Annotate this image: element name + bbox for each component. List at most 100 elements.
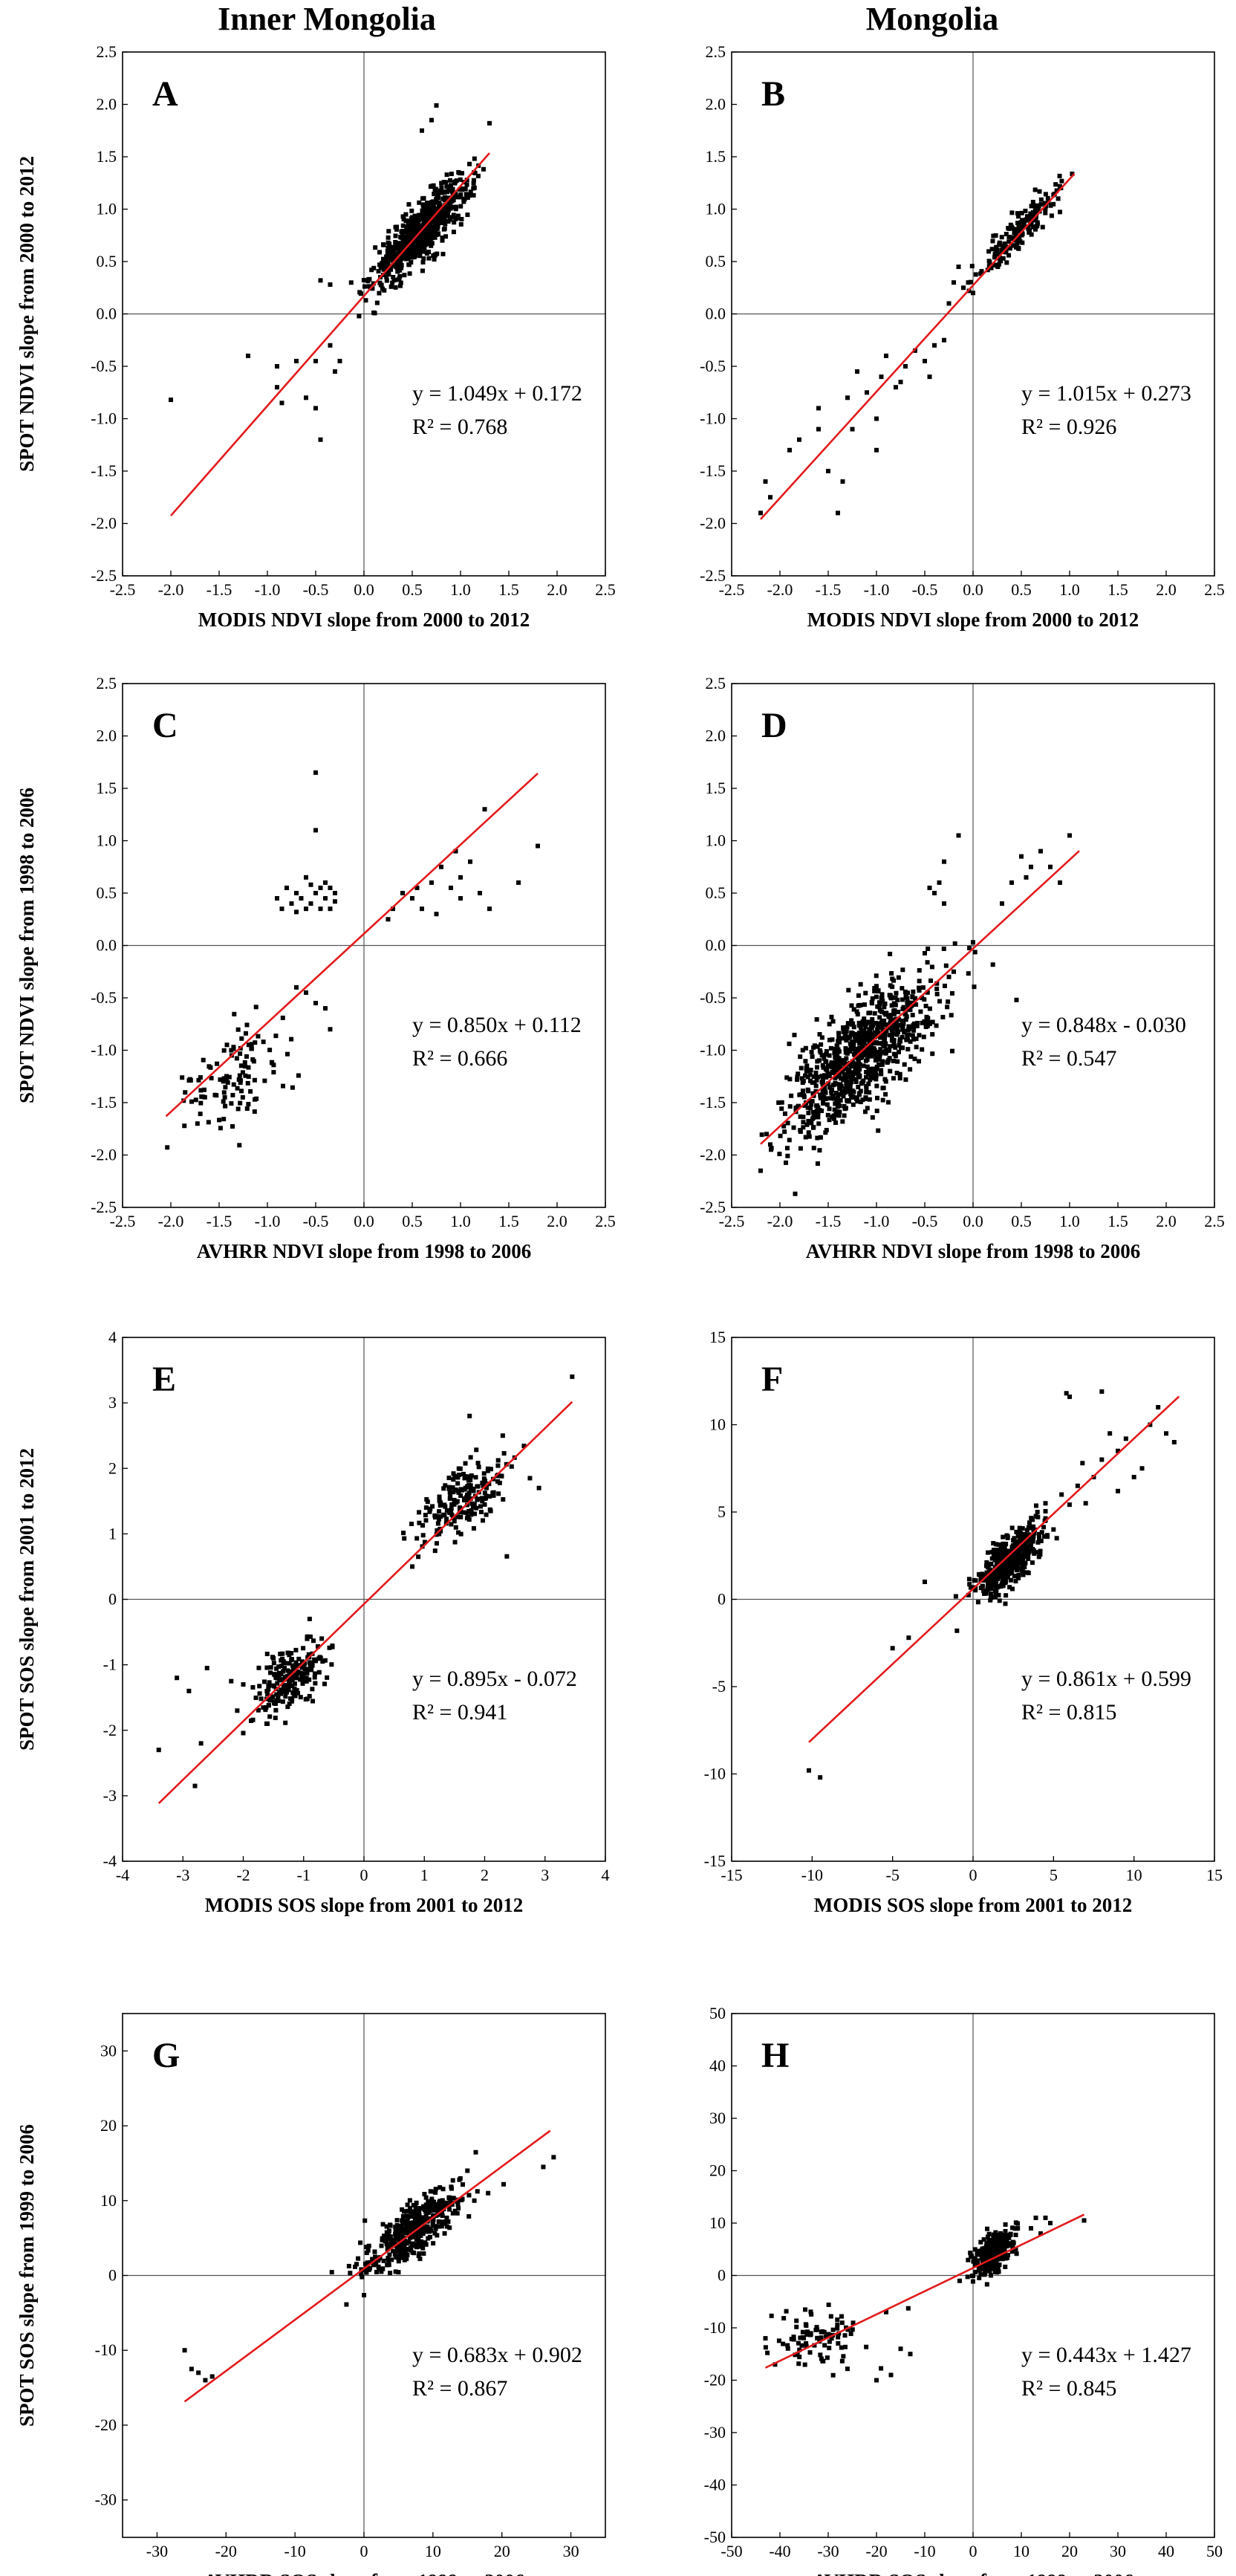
x-tick-label: -2.5 [719,580,745,599]
data-point [390,2239,395,2244]
data-point [840,1119,845,1124]
data-point [1057,210,1062,215]
data-point [966,280,971,285]
data-point [891,1038,897,1043]
data-point [888,995,894,1000]
y-tick-label: 1.0 [706,831,726,850]
data-point [1017,234,1022,239]
data-point [432,2207,437,2213]
y-tick-label: -0.5 [91,357,117,375]
data-point [908,1008,913,1013]
data-point [803,1073,808,1078]
data-point [862,1109,868,1115]
y-axis-label: SPOT SOS slope from 2001 to 2012 [16,1448,38,1751]
x-tick-label: 1.5 [1107,580,1128,599]
data-point [1015,1568,1020,1573]
data-point [455,2210,460,2216]
data-point [423,210,428,215]
data-point [1014,1549,1019,1554]
data-point [863,1025,868,1030]
data-point [900,986,905,991]
data-point [365,2248,371,2253]
data-point [327,1645,332,1650]
data-point [991,2234,996,2239]
data-point [845,1074,850,1080]
data-point [198,1075,203,1080]
data-point [989,2250,994,2255]
data-point [1116,1448,1120,1453]
data-point [402,2238,407,2243]
data-point [1029,2226,1033,2231]
data-point [804,1065,809,1071]
data-point [819,2356,824,2361]
data-point [294,1672,299,1677]
data-point [894,990,899,996]
data-point [1031,1528,1036,1533]
data-point [839,1057,845,1062]
data-point [279,1687,284,1693]
data-point [395,269,400,274]
data-point [516,880,521,885]
data-point [973,1578,978,1583]
data-point [235,1106,241,1112]
data-point [289,1669,294,1674]
data-point [842,1106,848,1111]
data-point [386,2259,391,2265]
y-tick-label: 0 [718,1590,726,1609]
data-point [834,1109,839,1115]
data-point [802,2362,807,2367]
data-point [437,213,442,218]
data-point [277,1673,282,1678]
data-point [484,1485,489,1490]
data-point [348,2271,353,2276]
data-point [833,1091,839,1096]
data-point [826,469,830,473]
data-point [252,1077,257,1083]
data-point [398,2244,403,2249]
x-tick-label: -20 [865,2542,887,2560]
data-point [426,223,431,228]
data-point [841,1025,846,1030]
data-point [856,993,861,998]
data-point [279,400,284,406]
data-point [1015,1561,1021,1566]
data-point [884,2309,888,2314]
data-point [458,195,464,200]
data-point [816,1111,821,1116]
data-point [420,214,426,219]
data-point [481,1518,486,1523]
panel-h: -50 -40 -30 -20 -10 0 10 20 30 40 50-50-40-30-20-1… [704,2004,1223,2576]
data-point [360,2274,365,2280]
data-point [827,2346,832,2351]
data-point [819,1092,824,1097]
data-point [396,262,401,267]
data-point [420,196,426,201]
data-point [218,1126,223,1131]
data-point [809,1102,814,1107]
y-tick-label: -2.0 [91,1146,117,1164]
data-point [421,206,426,211]
data-point [417,253,423,259]
data-point [438,1514,443,1519]
data-point [932,891,937,895]
data-point [883,1050,888,1055]
data-point [900,1018,905,1023]
regression-equation: y = 0.850x + 0.112 [412,1013,582,1037]
data-point [891,1001,897,1006]
data-point [182,2348,187,2353]
data-point [867,1038,872,1043]
data-point [903,1077,908,1083]
data-point [839,1076,844,1081]
data-point [448,1493,453,1499]
data-point [805,2329,810,2335]
data-point [426,2210,431,2216]
y-tick-label: -3 [103,1786,117,1805]
data-point [992,1574,997,1580]
data-point [917,985,922,990]
x-tick-label: -1.0 [255,580,281,599]
data-point [423,1518,429,1523]
data-point [268,1670,273,1675]
data-point [927,1006,932,1011]
data-point [878,1024,883,1029]
data-point [254,1096,259,1101]
